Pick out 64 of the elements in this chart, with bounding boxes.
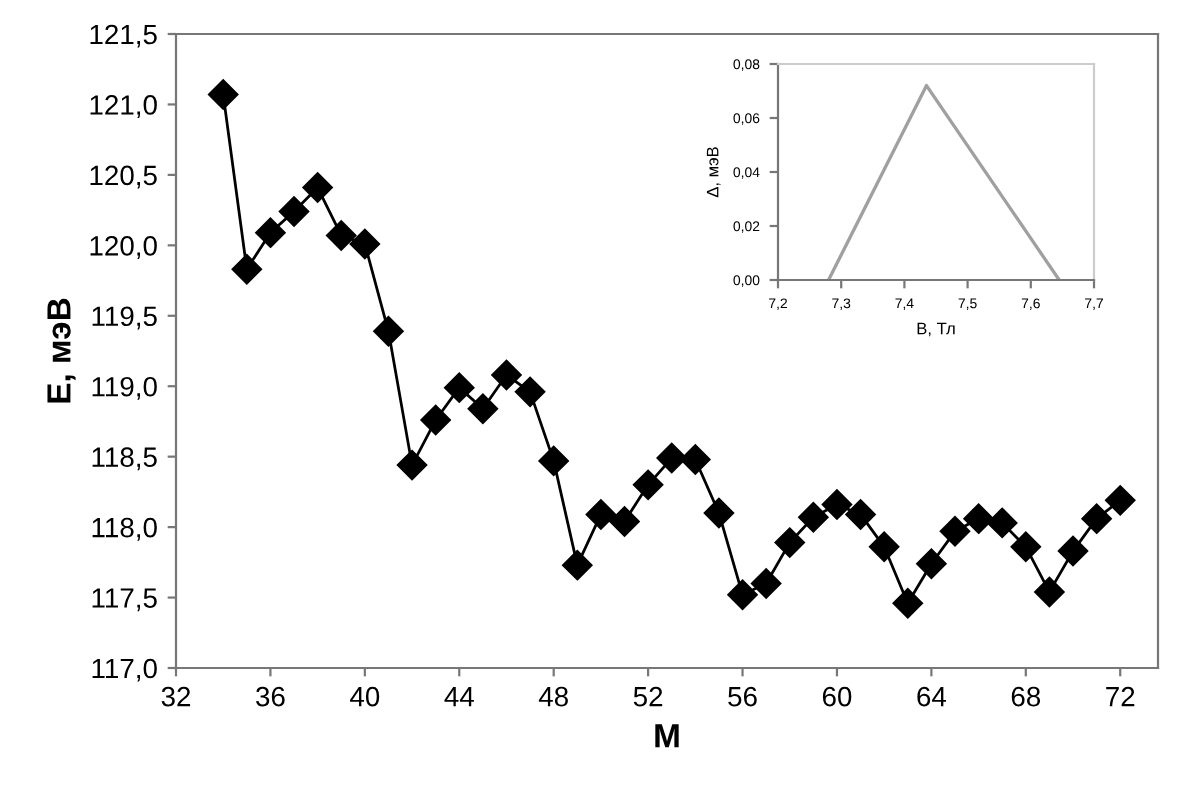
y-tick-label: 117,5: [92, 588, 157, 612]
point: [821, 489, 853, 520]
point: [1105, 485, 1136, 516]
point: [278, 196, 310, 227]
x-axis-title: M: [655, 724, 679, 748]
x-tick-label: 68: [1011, 686, 1041, 707]
point: [632, 469, 664, 500]
point: [680, 444, 711, 475]
point: [396, 449, 428, 481]
point: [1057, 535, 1089, 567]
y-tick-label: 118,5: [92, 447, 157, 471]
point: [845, 499, 876, 530]
x-tick-label: 32: [161, 686, 191, 707]
x-tick-label: 64: [917, 686, 947, 707]
point: [987, 507, 1018, 539]
point: [609, 506, 640, 537]
point: [892, 588, 923, 619]
x-tick-label: 56: [728, 686, 757, 707]
y-tick-label: 117,0: [92, 658, 157, 682]
point: [774, 527, 805, 558]
point: [1010, 531, 1041, 562]
point: [514, 376, 546, 407]
point: [444, 372, 475, 403]
point: [349, 228, 380, 260]
y-tick-label: 119,5: [92, 306, 157, 330]
x-tick-label: 44: [444, 687, 474, 707]
y-axis-title: Δ, мэВ: [706, 147, 721, 198]
point: [420, 404, 451, 436]
y-tick-label: 118,0: [92, 517, 157, 541]
y-tick-label: 121,0: [90, 95, 157, 119]
point: [255, 217, 286, 248]
x-tick-label: 72: [1106, 686, 1135, 707]
point: [939, 516, 971, 547]
x-axis-title: B, Тл: [917, 322, 955, 337]
point: [916, 548, 947, 579]
point: [656, 442, 687, 474]
y-tick-label: 120,5: [90, 165, 157, 189]
x-tick-label: 48: [538, 686, 568, 707]
y-axis-title: E, мэВ: [47, 298, 76, 403]
x-tick-label: 60: [822, 686, 852, 707]
point: [703, 497, 735, 529]
x-tick-label: 52: [633, 686, 663, 707]
point: [562, 550, 593, 581]
point: [231, 254, 262, 285]
point: [798, 502, 829, 533]
y-tick-label: 120,0: [90, 236, 157, 259]
point: [751, 568, 782, 599]
point: [302, 172, 333, 203]
x-tick-label: 36: [256, 686, 285, 707]
point: [963, 503, 994, 534]
y-tick-label: 119,0: [92, 376, 157, 400]
point: [208, 79, 239, 110]
point: [373, 316, 404, 347]
point: [1034, 576, 1065, 608]
point: [326, 220, 357, 251]
point: [491, 359, 522, 391]
x-tick-label: 40: [350, 686, 380, 707]
y-tick-label: 121,5: [90, 24, 157, 48]
point: [869, 531, 900, 562]
point: [1081, 503, 1112, 534]
point: [585, 499, 617, 530]
point: [467, 393, 499, 424]
point: [538, 445, 569, 477]
point: [727, 579, 758, 610]
